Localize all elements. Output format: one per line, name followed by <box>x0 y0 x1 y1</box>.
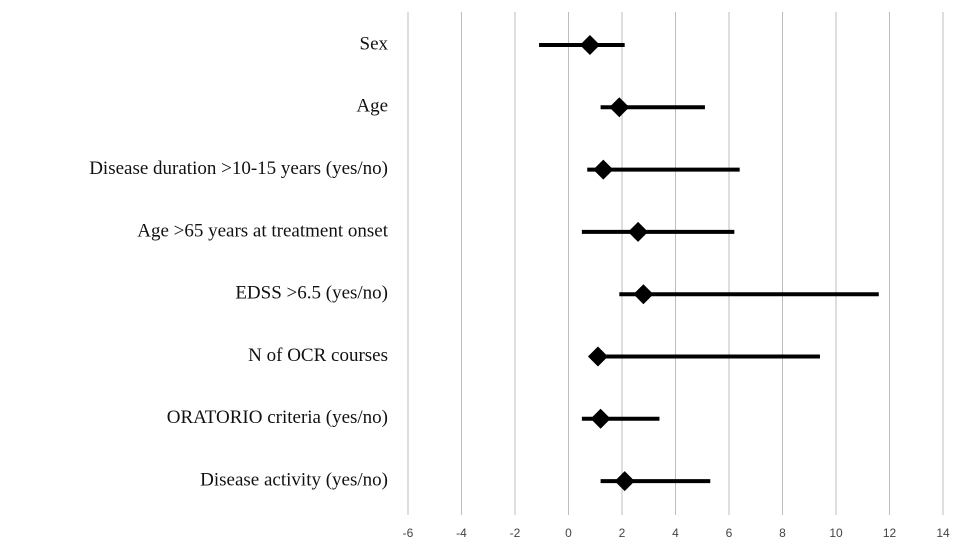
point-estimate <box>593 159 614 180</box>
category-label: Disease activity (yes/no) <box>200 469 388 490</box>
point-estimate <box>587 346 608 367</box>
point-estimate <box>628 221 649 242</box>
point-estimate <box>614 471 635 492</box>
x-tick-label: 14 <box>936 526 950 540</box>
x-tick-label: -6 <box>403 526 414 540</box>
point-estimate <box>609 97 630 118</box>
category-label: Disease duration >10-15 years (yes/no) <box>89 158 388 179</box>
x-tick-label: 12 <box>883 526 897 540</box>
x-tick-label: 6 <box>726 526 733 540</box>
x-tick-label: 4 <box>672 526 679 540</box>
category-label: Age <box>356 96 388 117</box>
category-label: EDSS >6.5 (yes/no) <box>235 283 388 304</box>
x-tick-label: 0 <box>565 526 572 540</box>
category-label: Age >65 years at treatment onset <box>137 220 388 241</box>
point-estimate <box>590 408 611 429</box>
category-label: ORATORIO criteria (yes/no) <box>167 407 388 428</box>
x-tick-label: 10 <box>829 526 843 540</box>
x-tick-label: -2 <box>510 526 521 540</box>
x-tick-label: 2 <box>619 526 626 540</box>
point-estimate <box>579 35 600 55</box>
point-estimate <box>633 284 654 305</box>
x-tick-label: 8 <box>779 526 786 540</box>
category-label: Sex <box>360 33 389 54</box>
category-label: N of OCR courses <box>248 345 388 366</box>
x-tick-label: -4 <box>456 526 467 540</box>
